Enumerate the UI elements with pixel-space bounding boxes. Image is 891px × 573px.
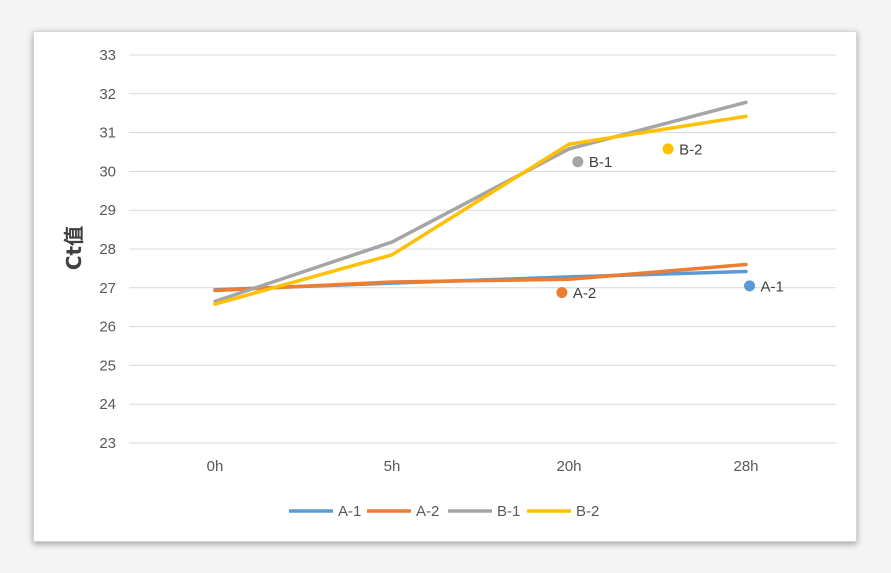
x-tick-label: 28h bbox=[733, 458, 758, 475]
annotation-label-a-1: A-1 bbox=[761, 278, 784, 295]
chart-frame bbox=[33, 31, 857, 542]
series-lines bbox=[213, 100, 748, 306]
x-axis-ticks: 0h 5h 20h 28h bbox=[207, 458, 759, 475]
annotation-marker-a-2 bbox=[556, 286, 568, 298]
series-line-b-1 bbox=[213, 100, 748, 304]
legend: A-1 A-2 B-1 B-2 bbox=[289, 503, 599, 520]
y-tick-label: 32 bbox=[99, 86, 116, 103]
legend-label-b-2: B-2 bbox=[576, 503, 599, 520]
legend-label-a-1: A-1 bbox=[338, 503, 361, 520]
legend-label-b-1: B-1 bbox=[497, 503, 520, 520]
annotation-marker-a-1 bbox=[744, 280, 756, 292]
y-tick-label: 23 bbox=[99, 435, 116, 452]
x-tick-label: 0h bbox=[207, 458, 224, 475]
x-tick-label: 20h bbox=[556, 458, 581, 475]
annotations: A-1 A-2 B-1 B-2 bbox=[556, 141, 784, 302]
y-tick-label: 28 bbox=[99, 241, 116, 258]
series-line-b-2 bbox=[213, 114, 748, 306]
series-line-a-2 bbox=[213, 262, 748, 293]
y-tick-label: 24 bbox=[99, 396, 116, 413]
y-tick-label: 27 bbox=[99, 280, 116, 297]
annotation-label-b-1: B-1 bbox=[589, 154, 612, 171]
y-axis-label: Ct值 bbox=[62, 226, 86, 270]
y-tick-label: 25 bbox=[99, 357, 116, 374]
y-tick-label: 33 bbox=[99, 47, 116, 64]
annotation-label-b-2: B-2 bbox=[679, 141, 702, 158]
annotation-label-a-2: A-2 bbox=[573, 285, 596, 302]
annotation-marker-b-2 bbox=[662, 143, 674, 155]
y-tick-label: 29 bbox=[99, 202, 116, 219]
gridlines bbox=[129, 54, 836, 444]
y-axis-ticks: 23 24 25 26 27 28 29 30 31 32 33 bbox=[99, 47, 116, 452]
y-tick-label: 31 bbox=[99, 125, 116, 142]
annotation-marker-b-1 bbox=[572, 156, 584, 168]
y-tick-label: 30 bbox=[99, 163, 116, 180]
x-tick-label: 5h bbox=[384, 458, 401, 475]
y-tick-label: 26 bbox=[99, 319, 116, 336]
legend-label-a-2: A-2 bbox=[416, 503, 439, 520]
